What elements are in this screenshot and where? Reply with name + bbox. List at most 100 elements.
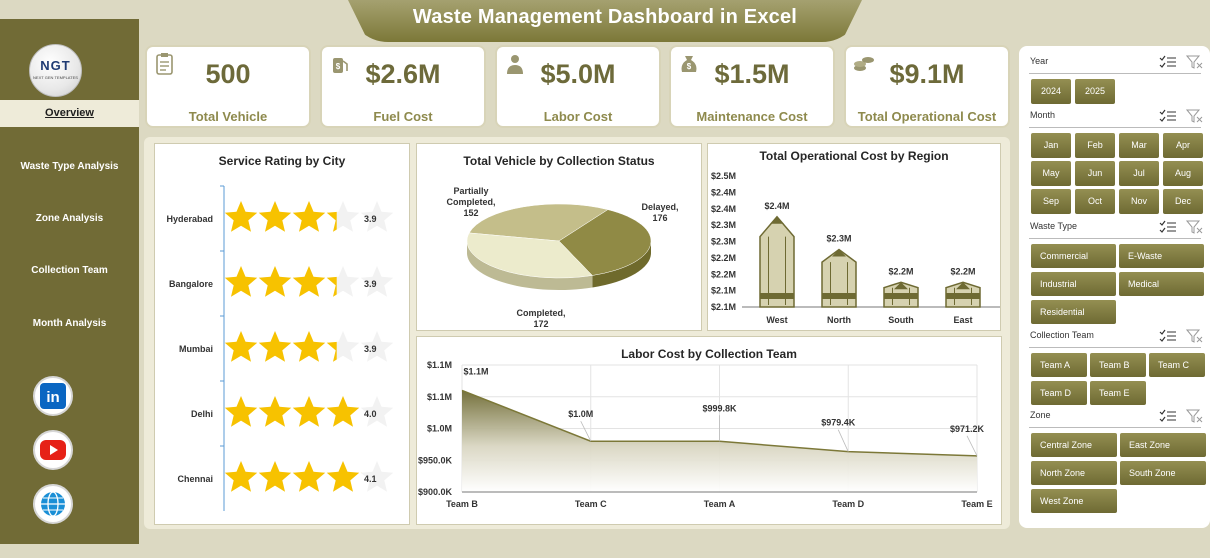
ngt-logo: NGT NEXT GEN TEMPLATES: [29, 44, 82, 97]
labor-area: [462, 390, 977, 492]
multi-select-icon[interactable]: [1159, 55, 1177, 69]
labor-value-label: $1.1M: [463, 366, 488, 376]
star-icon: [224, 201, 258, 232]
slicer-button-year[interactable]: 2025: [1075, 79, 1115, 104]
slicer-controls: [1159, 329, 1203, 343]
y-tick-label: $2.3M: [711, 220, 736, 230]
slicer-button-month[interactable]: Nov: [1119, 189, 1159, 214]
slicer-button-collection-team[interactable]: Team A: [1031, 353, 1087, 377]
slicer-button-waste-type[interactable]: Medical: [1119, 272, 1204, 296]
clear-filter-icon[interactable]: [1186, 409, 1204, 423]
labor-category-label: Team C: [575, 499, 607, 509]
youtube-icon[interactable]: [33, 430, 73, 470]
kpi-total-vehicle: 500 Total Vehicle: [145, 45, 311, 128]
slicer-title-collection-team: Collection Team: [1030, 330, 1094, 340]
region-bar: [883, 281, 919, 308]
kpi-label: Maintenance Cost: [696, 109, 808, 124]
multi-select-icon[interactable]: [1159, 409, 1177, 423]
kpi-fuel-cost: $ $2.6M Fuel Cost: [320, 45, 486, 128]
region-category-label: West: [766, 315, 787, 325]
nav-overview[interactable]: Overview: [0, 100, 139, 127]
linkedin-icon[interactable]: in: [33, 376, 73, 416]
star-icon: [258, 201, 292, 232]
slicer-button-collection-team[interactable]: Team D: [1031, 381, 1087, 405]
star-icon: [258, 266, 292, 297]
chart-title: Total Operational Cost by Region: [759, 149, 949, 163]
slicer-button-month[interactable]: Dec: [1163, 189, 1203, 214]
multi-select-icon[interactable]: [1159, 329, 1177, 343]
slicer-button-month[interactable]: Apr: [1163, 133, 1203, 158]
slicer-divider: [1029, 347, 1201, 348]
slicer-button-month[interactable]: Oct: [1075, 189, 1115, 214]
star-icon: [224, 396, 258, 427]
slicer-button-collection-team[interactable]: Team C: [1149, 353, 1205, 377]
star-icon: [292, 331, 326, 362]
pie-data-label: Partially Completed, 152: [446, 186, 495, 218]
slicer-button-zone[interactable]: South Zone: [1120, 461, 1206, 485]
nav-zone-analysis[interactable]: Zone Analysis: [35, 213, 104, 224]
labor-value-label: $999.8K: [702, 403, 737, 413]
slicer-controls: [1159, 109, 1203, 123]
slicer-button-waste-type[interactable]: Commercial: [1031, 244, 1116, 268]
nav-month-analysis[interactable]: Month Analysis: [32, 318, 107, 329]
slicer-button-zone[interactable]: North Zone: [1031, 461, 1117, 485]
slicer-button-year[interactable]: 2024: [1031, 79, 1071, 104]
kpi-label: Labor Cost: [543, 109, 613, 124]
nav-collection-team[interactable]: Collection Team: [31, 265, 108, 276]
multi-select-icon[interactable]: [1159, 220, 1177, 234]
slicer-title-month: Month: [1030, 110, 1056, 120]
city-label: Hyderabad: [166, 214, 213, 224]
slicer-button-waste-type[interactable]: E-Waste: [1119, 244, 1204, 268]
y-tick-label: $2.5M: [711, 171, 736, 181]
slicer-button-month[interactable]: Jun: [1075, 161, 1115, 186]
labor-plot: $1.1M $1.1M $1.0M $950.0K $900.0K $1.1M Team B…: [418, 360, 993, 509]
y-tick-label: $2.2M: [711, 253, 736, 263]
star-icon: [326, 341, 337, 362]
clear-filter-icon[interactable]: [1186, 220, 1204, 234]
slicer-button-month[interactable]: Feb: [1075, 133, 1115, 158]
labor-cost-chart: Labor Cost by Collection Team $1.1M $1.1M…: [416, 336, 1002, 525]
slicer-button-collection-team[interactable]: Team E: [1090, 381, 1146, 405]
slicer-controls: [1159, 409, 1203, 423]
region-category-label: South: [888, 315, 914, 325]
clear-filter-icon[interactable]: [1186, 55, 1204, 69]
labor-value-label: $979.4K: [821, 418, 856, 428]
slicer-button-zone[interactable]: Central Zone: [1031, 433, 1117, 457]
region-bar-band: [760, 293, 794, 299]
region-value-label: $2.2M: [950, 266, 975, 276]
slicer-button-month[interactable]: Jul: [1119, 161, 1159, 186]
kpi-label: Total Operational Cost: [857, 109, 997, 124]
labor-category-label: Team D: [832, 499, 864, 509]
slicer-button-collection-team[interactable]: Team B: [1090, 353, 1146, 377]
money-bag-icon: $: [681, 56, 697, 72]
clear-filter-icon[interactable]: [1186, 109, 1204, 123]
slicer-button-month[interactable]: May: [1031, 161, 1071, 186]
star-empty-icon: [360, 331, 394, 362]
region-bar-band: [822, 293, 856, 299]
slicer-button-waste-type[interactable]: Residential: [1031, 300, 1116, 324]
slicer-button-zone[interactable]: East Zone: [1120, 433, 1206, 457]
slicer-button-month[interactable]: Aug: [1163, 161, 1203, 186]
clear-filter-icon[interactable]: [1186, 329, 1204, 343]
nav-waste-type-analysis[interactable]: Waste Type Analysis: [20, 161, 119, 172]
slicer-button-zone[interactable]: West Zone: [1031, 489, 1117, 513]
globe-icon[interactable]: [33, 484, 73, 524]
region-bar-tip: [894, 282, 908, 290]
labor-category-label: Team A: [704, 499, 736, 509]
slicer-button-waste-type[interactable]: Industrial: [1031, 272, 1116, 296]
star-icon: [258, 461, 292, 492]
slicer-title-year: Year: [1030, 56, 1049, 66]
slicer-button-month[interactable]: Mar: [1119, 133, 1159, 158]
collection-status-chart: Total Vehicle by Collection Status Parti…: [416, 143, 702, 331]
region-bar: [945, 281, 981, 308]
multi-select-icon[interactable]: [1159, 109, 1177, 123]
coins-icon: [854, 57, 874, 71]
kpi-value: $1.5M: [714, 59, 790, 89]
star-icon: [224, 461, 258, 492]
star-icon: [326, 276, 337, 297]
slicer-button-month[interactable]: Sep: [1031, 189, 1071, 214]
title-banner: [348, 0, 862, 42]
region-bar-band: [946, 293, 980, 299]
slicer-button-month[interactable]: Jan: [1031, 133, 1071, 158]
slicer-divider: [1029, 238, 1201, 239]
